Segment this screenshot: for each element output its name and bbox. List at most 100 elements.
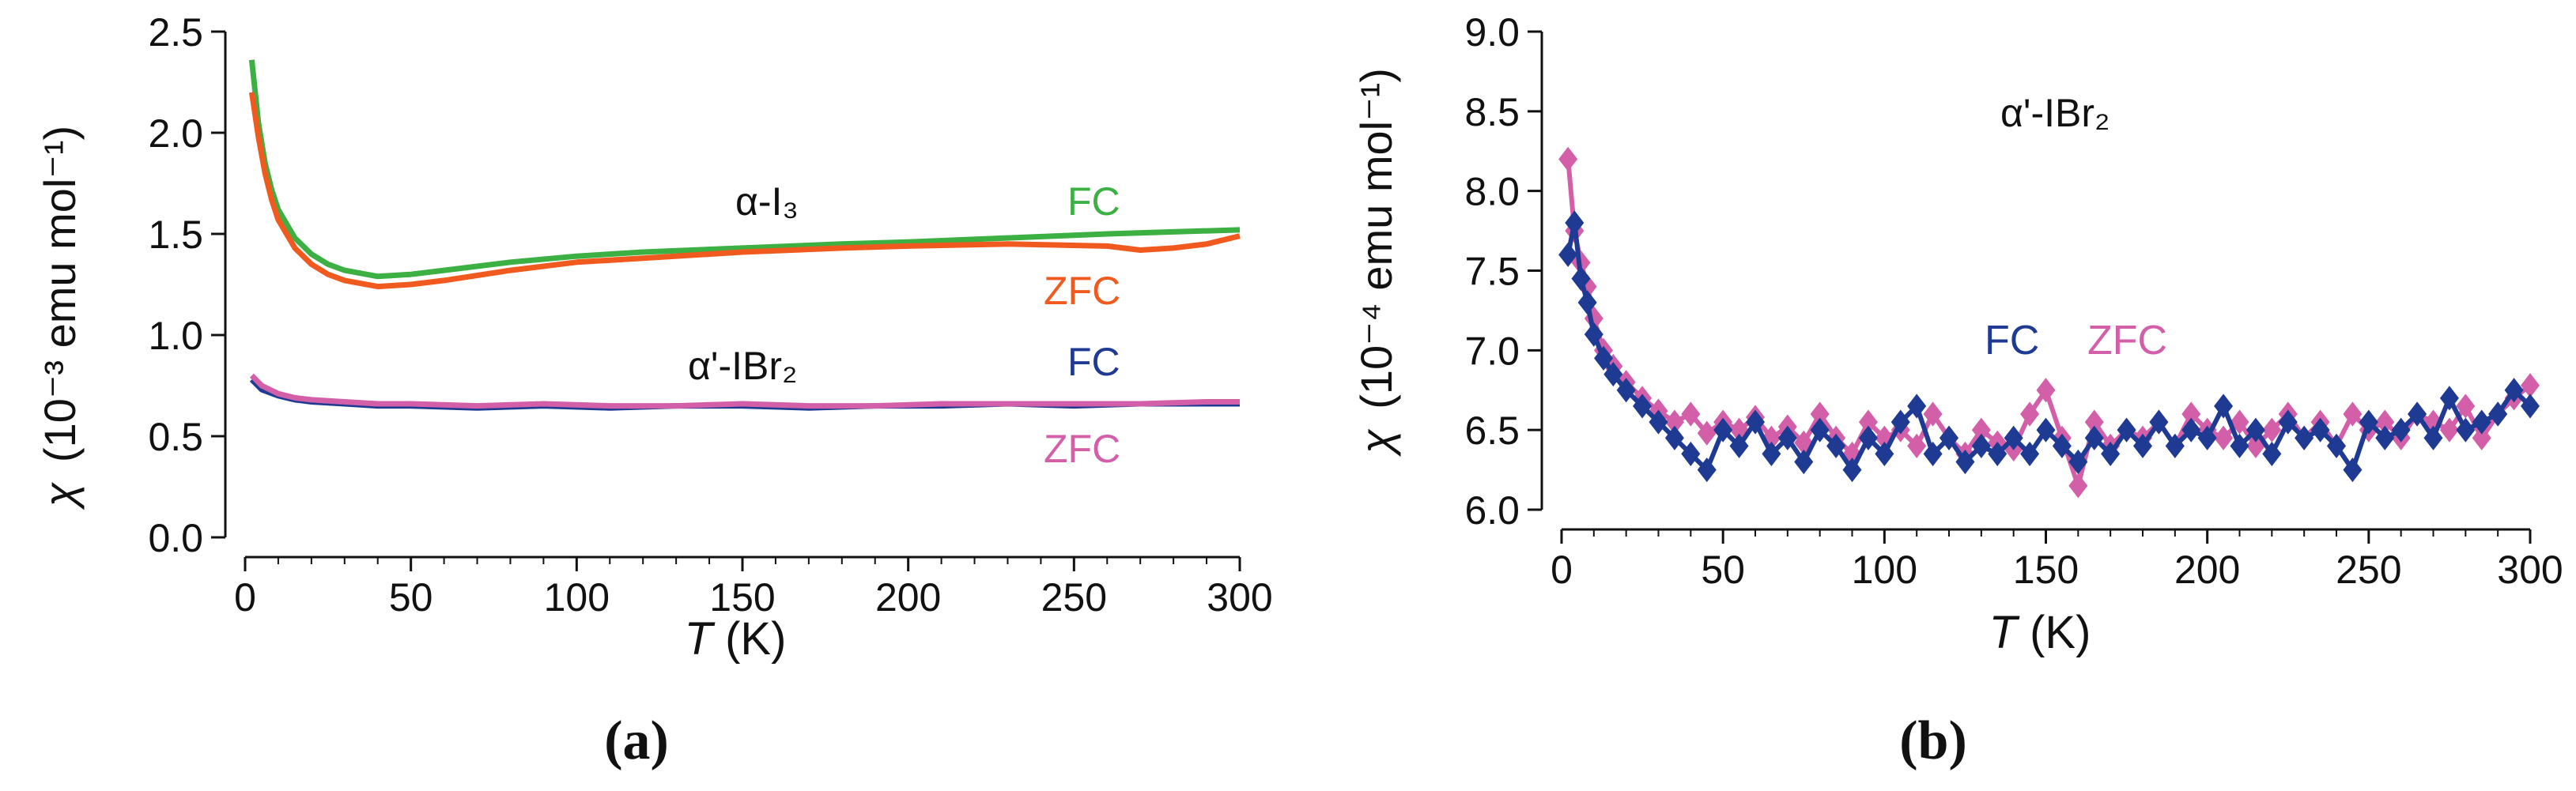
data-point-ibr-zfc [2521, 373, 2540, 398]
x-tick-label: 200 [2174, 548, 2240, 592]
panel-b-annot-aibr2: α'-IBr₂ [2000, 91, 2110, 135]
data-point-ibr-fc [1890, 409, 1910, 435]
data-point-ibr-zfc [1794, 430, 1814, 455]
data-point-ibr-fc [2375, 425, 2395, 450]
y-tick-label: 0.5 [148, 415, 203, 459]
data-point-ibr-zfc [2456, 394, 2476, 419]
panel-b-y-label: χ (10⁻⁴ emu mol⁻¹) [1351, 68, 1401, 458]
data-point-ibr-zfc [1923, 401, 1943, 427]
data-point-ibr-zfc [1558, 146, 1578, 171]
x-tick-label: 50 [1701, 548, 1745, 592]
panel-a-y-axis: 0.0 0.5 1.0 1.5 2.0 2.5 [148, 10, 227, 560]
data-point-ibr-zfc [2343, 401, 2363, 427]
panel-b-y-label-unit: (10⁻⁴ emu mol⁻¹) [1351, 68, 1401, 409]
y-tick-label: 7.0 [1464, 329, 1520, 373]
data-point-ibr-fc [2004, 425, 2023, 450]
data-point-ibr-fc [2391, 417, 2411, 443]
data-point-ibr-fc [2472, 409, 2491, 435]
panel-a: 0.0 0.5 1.0 1.5 2.0 2.5 0 50 100 150 200 250 300 χ … [35, 10, 1273, 771]
data-point-ibr-fc [2359, 409, 2378, 435]
data-point-ibr-fc [1649, 409, 1668, 435]
panel-a-annot-aibr2: α'-IBr₂ [688, 344, 797, 388]
data-point-ibr-fc [1664, 425, 1684, 450]
data-point-ibr-zfc [2181, 401, 2201, 427]
panel-a-y-label: χ (10⁻³ emu mol⁻¹) [35, 126, 85, 510]
data-point-ibr-zfc [2036, 378, 2056, 403]
panel-a-annot-fc-green: FC [1067, 179, 1120, 224]
panel-b-label: (b) [1899, 710, 1967, 771]
data-point-ibr-fc [1971, 433, 1991, 458]
panel-a-annot-zfc-pink: ZFC [1044, 427, 1120, 471]
panel-a-annot-fc-blue: FC [1067, 340, 1120, 384]
series-line-i-zfc [248, 92, 1241, 290]
data-point-ibr-fc [2310, 417, 2330, 443]
data-point-ibr-fc [1810, 417, 1830, 443]
y-tick-label: 6.5 [1464, 409, 1520, 453]
data-point-ibr-fc [1907, 394, 1927, 419]
data-point-ibr-fc [2278, 409, 2298, 435]
data-point-ibr-zfc [2084, 409, 2104, 435]
data-point-ibr-fc [2149, 409, 2169, 435]
data-point-ibr-zfc [2020, 401, 2040, 427]
data-point-ibr-zfc [2375, 409, 2395, 435]
data-point-ibr-zfc [1697, 420, 1717, 446]
data-point-ibr-fc [1584, 322, 1603, 347]
panel-a-series [248, 59, 1241, 411]
data-point-ibr-zfc [1858, 409, 1878, 435]
x-tick-label: 250 [1041, 575, 1107, 620]
x-tick-label: 200 [875, 575, 941, 620]
data-point-ibr-fc [2020, 441, 2040, 467]
x-tick-label: 0 [234, 575, 256, 620]
data-point-ibr-zfc [2472, 425, 2491, 450]
panel-b-x-axis: 0 50 100 150 200 250 300 [1551, 528, 2563, 592]
y-tick-label: 2.5 [148, 10, 203, 55]
panel-b-y-axis: 6.0 6.5 7.0 7.5 8.0 8.5 9.0 [1464, 10, 1543, 533]
data-point-ibr-fc [2214, 394, 2234, 419]
data-point-ibr-fc [1858, 425, 1878, 450]
data-point-ibr-fc [2488, 401, 2508, 427]
panel-a-label: (a) [604, 710, 669, 771]
data-point-ibr-fc [2439, 386, 2459, 411]
data-point-ibr-fc [1955, 449, 1975, 475]
data-point-ibr-fc [2197, 425, 2217, 450]
x-tick-label: 150 [2013, 548, 2079, 592]
data-point-ibr-fc [1988, 441, 2008, 467]
data-point-ibr-fc [1681, 441, 1701, 467]
data-point-ibr-fc [2068, 449, 2088, 475]
data-point-ibr-fc [1762, 441, 1781, 467]
data-point-ibr-fc [2052, 433, 2072, 458]
data-point-ibr-zfc [2262, 417, 2282, 443]
data-point-ibr-zfc [2423, 409, 2443, 435]
panel-b: 6.0 6.5 7.0 7.5 8.0 8.5 9.0 0 50 100 150 200 250 300… [1351, 10, 2563, 771]
data-point-ibr-fc [1940, 425, 1958, 450]
data-point-ibr-fc [1794, 449, 1814, 475]
data-point-ibr-fc [1713, 417, 1733, 443]
data-point-ibr-fc [1729, 433, 1749, 458]
y-tick-label: 1.0 [148, 314, 203, 358]
y-tick-label: 0.0 [148, 516, 203, 560]
y-tick-label: 6.0 [1464, 488, 1520, 533]
data-point-ibr-fc [2101, 441, 2121, 467]
data-point-ibr-fc [1616, 378, 1636, 403]
x-tick-label: 100 [544, 575, 610, 620]
data-point-ibr-fc [2456, 417, 2476, 443]
series-line-i-fc [248, 59, 1241, 280]
x-tick-label: 150 [709, 575, 775, 620]
data-point-ibr-zfc [2214, 425, 2234, 450]
data-point-ibr-fc [2165, 433, 2185, 458]
series-line-ibr-zfc [249, 373, 1240, 409]
data-point-ibr-fc [2036, 417, 2056, 443]
data-point-ibr-fc [1565, 210, 1585, 235]
data-point-ibr-fc [2327, 433, 2346, 458]
panel-a-annot-ai3: α-I₃ [735, 179, 799, 224]
data-point-ibr-fc [1777, 425, 1797, 450]
panel-b-x-label-T: T [1989, 607, 2020, 658]
y-tick-label: 8.5 [1464, 90, 1520, 134]
panel-a-x-label-T: T [685, 613, 716, 665]
data-point-ibr-fc [1842, 457, 1862, 483]
data-point-ibr-fc [2133, 433, 2152, 458]
data-point-ibr-fc [2262, 441, 2282, 467]
data-point-ibr-fc [2084, 425, 2104, 450]
panel-b-x-label-unit: (K) [2017, 607, 2091, 658]
